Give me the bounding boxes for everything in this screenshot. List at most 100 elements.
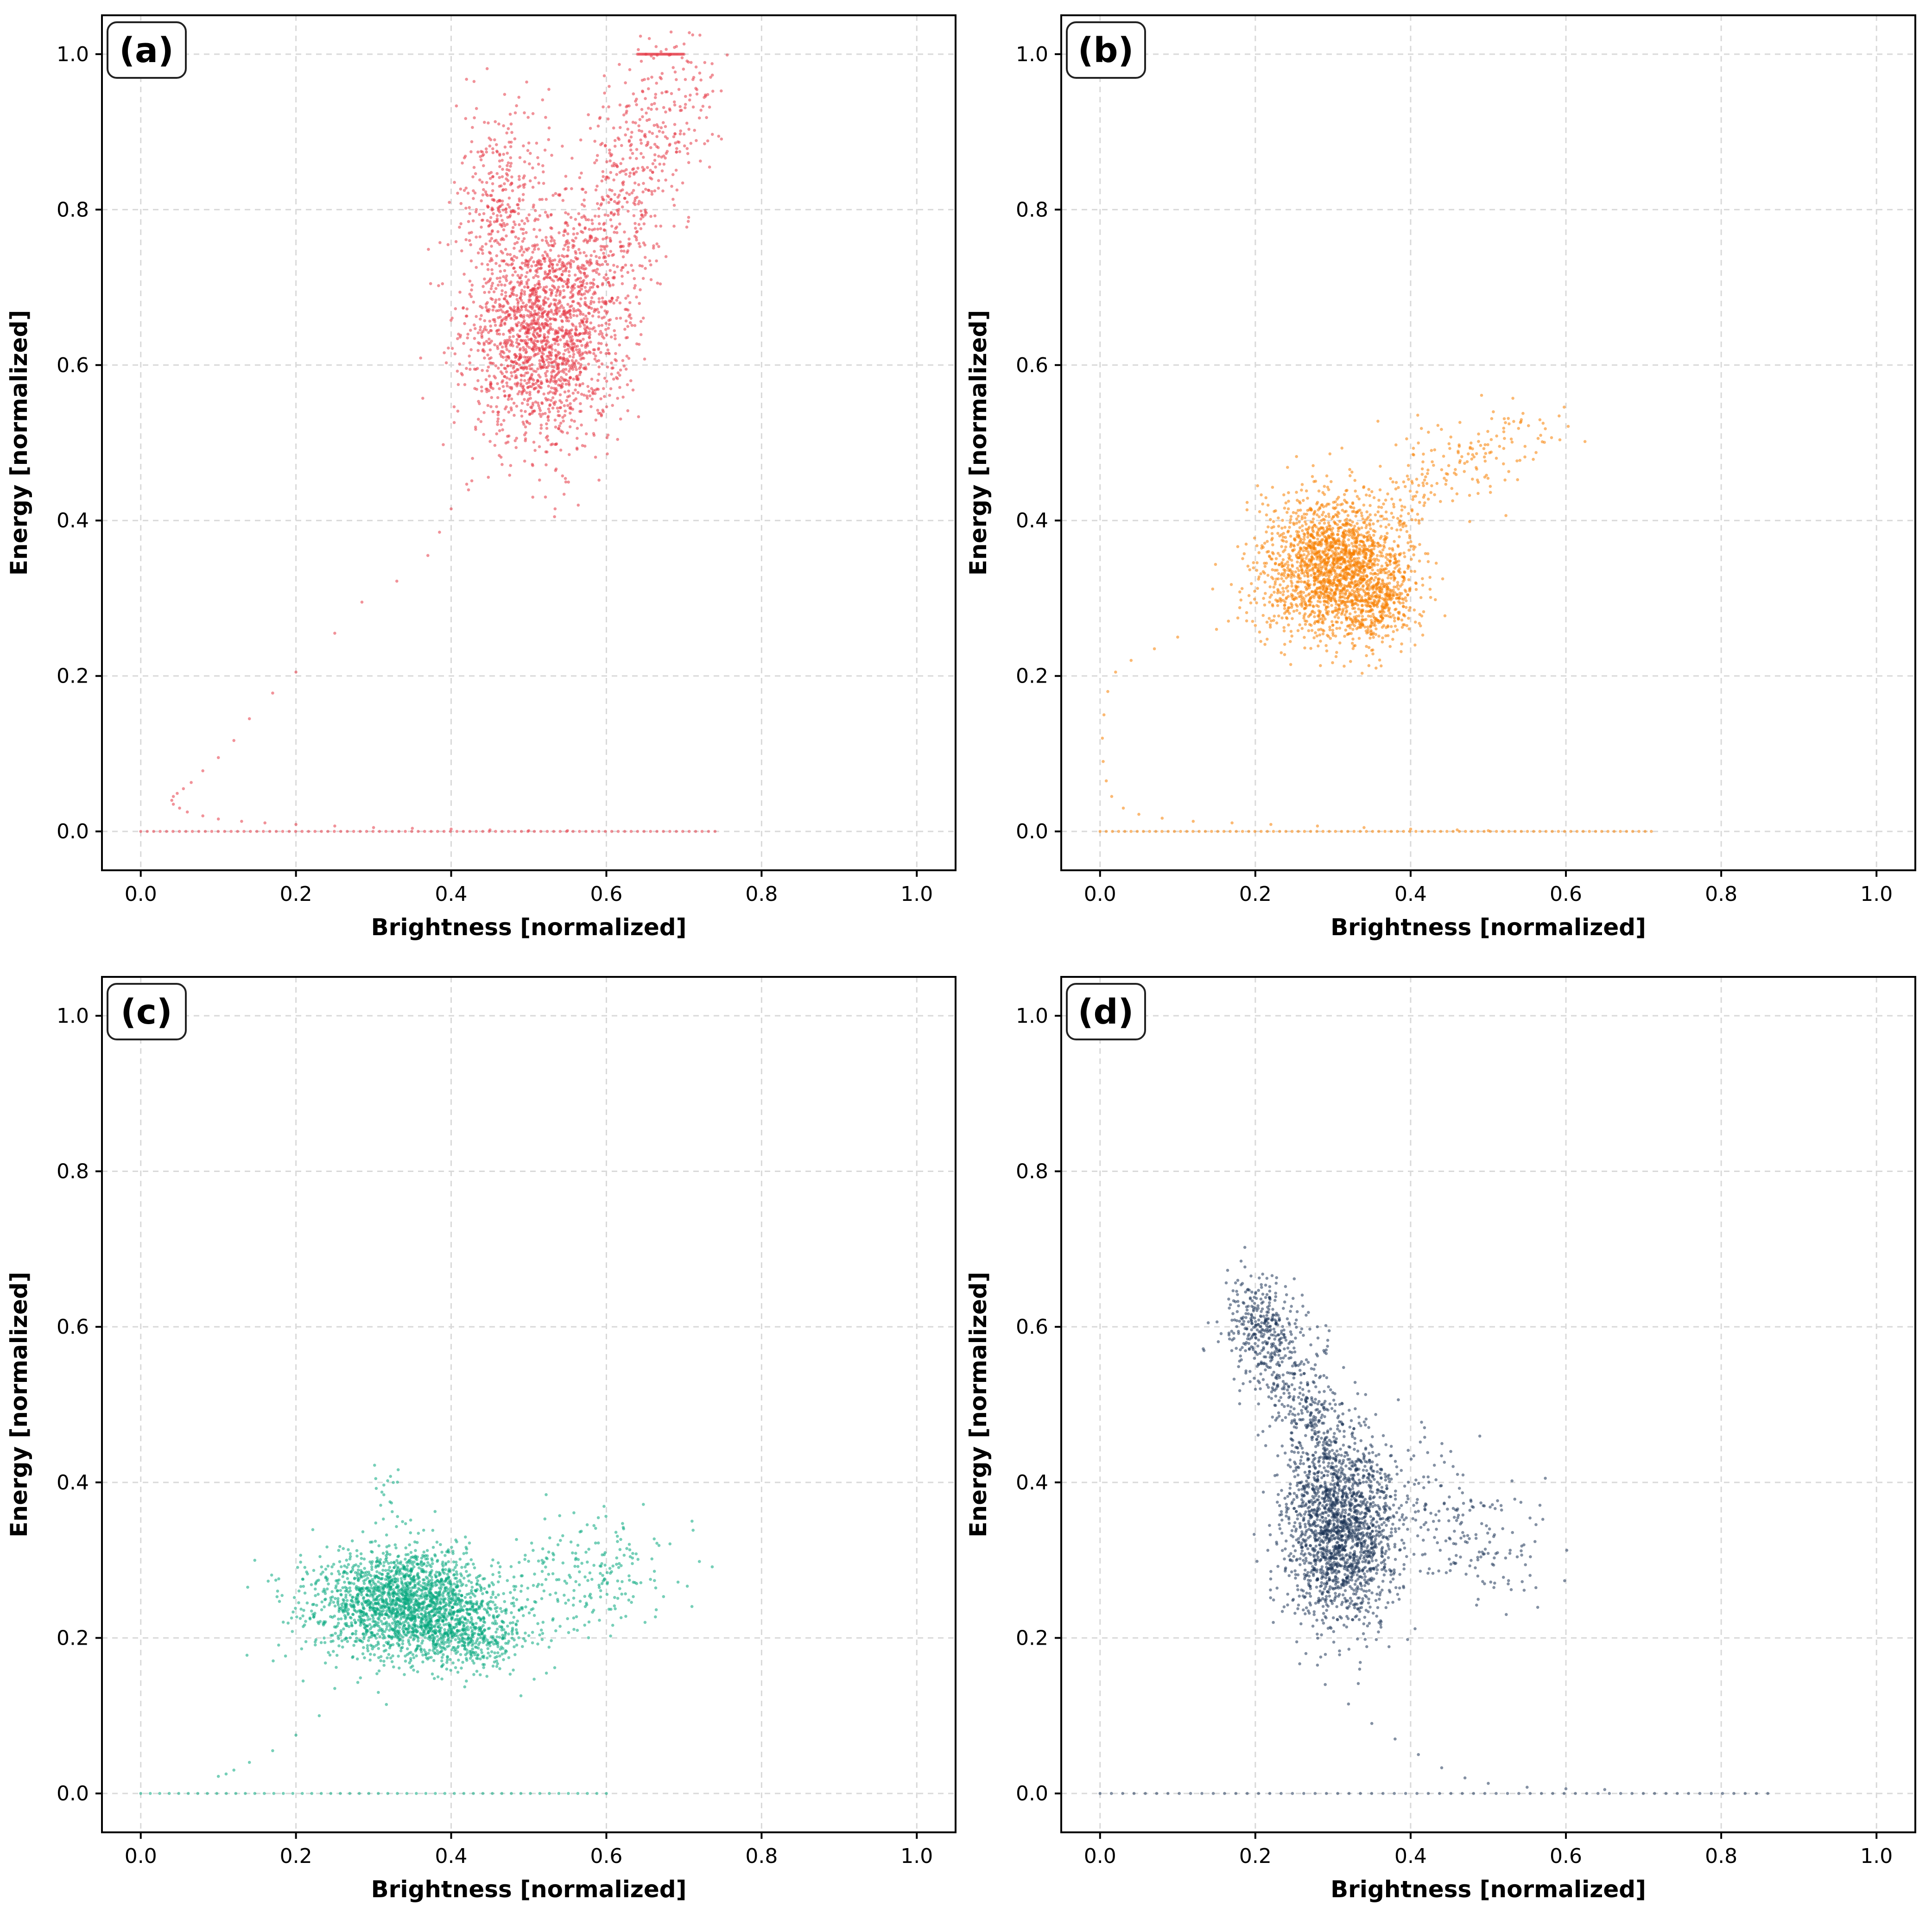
scatter-point bbox=[567, 270, 571, 273]
scatter-point bbox=[526, 830, 530, 833]
scatter-point bbox=[660, 72, 664, 75]
scatter-point bbox=[629, 830, 633, 833]
scatter-point bbox=[1275, 577, 1278, 581]
scatter-point bbox=[567, 382, 571, 385]
scatter-point bbox=[508, 377, 512, 381]
scatter-point bbox=[562, 270, 565, 273]
scatter-point bbox=[1380, 583, 1383, 586]
scatter-point bbox=[672, 135, 676, 139]
scatter-point bbox=[537, 327, 540, 330]
scatter-point bbox=[510, 308, 513, 312]
scatter-point bbox=[621, 282, 624, 285]
scatter-point bbox=[513, 223, 517, 226]
scatter-point bbox=[1333, 507, 1337, 510]
scatter-point bbox=[570, 322, 574, 326]
scatter-point bbox=[530, 323, 533, 326]
scatter-point bbox=[643, 213, 647, 217]
scatter-point bbox=[504, 247, 507, 251]
scatter-point bbox=[455, 830, 459, 833]
scatter-point bbox=[1298, 500, 1301, 503]
scatter-point bbox=[1264, 592, 1267, 595]
scatter-point bbox=[519, 830, 523, 833]
scatter-point bbox=[519, 314, 522, 317]
scatter-point bbox=[1349, 585, 1352, 589]
scatter-point bbox=[554, 391, 557, 394]
scatter-point bbox=[1252, 561, 1255, 564]
scatter-point bbox=[587, 390, 591, 393]
scatter-point bbox=[1328, 628, 1332, 632]
scatter-point bbox=[598, 256, 601, 260]
scatter-point bbox=[558, 299, 561, 303]
scatter-point bbox=[562, 247, 565, 251]
scatter-point bbox=[1317, 594, 1321, 597]
scatter-point bbox=[559, 429, 563, 433]
scatter-point bbox=[1325, 649, 1329, 652]
scatter-point bbox=[1308, 539, 1311, 543]
scatter-point bbox=[498, 342, 502, 346]
scatter-point bbox=[1343, 540, 1346, 544]
scatter-point bbox=[1261, 544, 1264, 547]
scatter-point bbox=[535, 235, 538, 239]
scatter-point bbox=[573, 419, 576, 423]
scatter-point bbox=[471, 456, 474, 460]
scatter-point bbox=[558, 830, 562, 833]
scatter-point bbox=[481, 193, 485, 196]
scatter-point bbox=[1245, 611, 1248, 614]
scatter-point bbox=[589, 235, 592, 239]
scatter-point bbox=[515, 294, 519, 297]
scatter-point bbox=[464, 186, 468, 190]
scatter-point bbox=[547, 331, 551, 335]
scatter-point bbox=[611, 253, 614, 257]
scatter-point bbox=[607, 195, 610, 199]
scatter-point bbox=[1269, 557, 1273, 561]
scatter-point bbox=[543, 148, 547, 152]
scatter-point bbox=[466, 332, 469, 336]
scatter-point bbox=[1317, 621, 1320, 624]
scatter-point bbox=[486, 219, 489, 222]
scatter-point bbox=[614, 227, 617, 230]
scatter-point bbox=[617, 193, 621, 197]
scatter-point bbox=[450, 507, 453, 511]
scatter-point bbox=[537, 404, 540, 407]
scatter-point bbox=[1371, 562, 1375, 565]
scatter-point bbox=[581, 382, 584, 386]
scatter-point bbox=[725, 53, 729, 57]
scatter-point bbox=[561, 145, 564, 148]
scatter-point bbox=[530, 373, 534, 376]
scatter-point bbox=[497, 122, 500, 126]
scatter-point bbox=[631, 388, 635, 392]
scatter-point bbox=[1325, 474, 1329, 478]
scatter-point bbox=[469, 259, 473, 263]
scatter-point bbox=[152, 830, 155, 833]
scatter-point bbox=[519, 308, 523, 311]
scatter-point bbox=[506, 164, 509, 167]
scatter-point bbox=[1290, 582, 1294, 585]
scatter-point bbox=[613, 139, 617, 142]
scatter-point bbox=[523, 183, 526, 186]
scatter-point bbox=[526, 149, 530, 152]
scatter-point bbox=[572, 310, 576, 313]
scatter-point bbox=[1296, 560, 1299, 564]
scatter-point bbox=[575, 368, 578, 371]
scatter-point bbox=[1268, 601, 1271, 604]
scatter-point bbox=[521, 232, 525, 235]
scatter-point bbox=[1317, 508, 1320, 512]
scatter-point bbox=[1407, 616, 1410, 620]
scatter-point bbox=[1300, 515, 1304, 519]
scatter-point bbox=[1362, 559, 1365, 563]
scatter-point bbox=[610, 361, 613, 365]
scatter-point bbox=[655, 82, 658, 85]
scatter-point bbox=[1443, 614, 1447, 618]
scatter-point bbox=[569, 296, 572, 299]
scatter-point bbox=[545, 427, 549, 430]
scatter-point bbox=[534, 353, 538, 356]
scatter-point bbox=[1402, 613, 1406, 616]
scatter-point bbox=[1294, 570, 1297, 574]
scatter-point bbox=[1372, 533, 1375, 537]
scatter-point bbox=[537, 247, 540, 251]
scatter-point bbox=[534, 209, 537, 212]
scatter-point bbox=[675, 830, 678, 833]
scatter-point bbox=[518, 329, 522, 332]
scatter-point bbox=[1295, 455, 1298, 458]
scatter-point bbox=[562, 230, 566, 234]
